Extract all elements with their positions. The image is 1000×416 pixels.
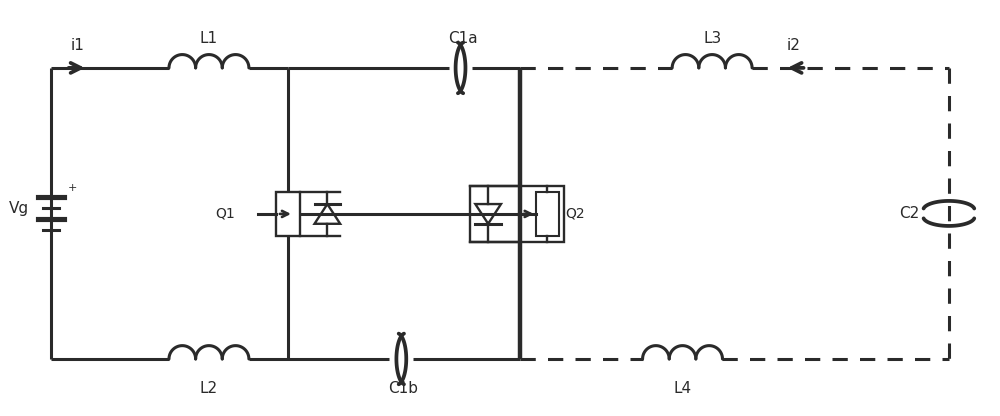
Text: +: + (68, 183, 77, 193)
Bar (536, 192, 559, 235)
Text: i2: i2 (787, 38, 800, 53)
Text: L4: L4 (673, 381, 692, 396)
Text: Q1: Q1 (215, 207, 235, 221)
Text: L3: L3 (703, 31, 721, 46)
Bar (470, 186, 564, 242)
Text: L1: L1 (200, 31, 218, 46)
Text: C1b: C1b (388, 381, 418, 396)
Text: Q2: Q2 (565, 207, 585, 221)
Bar (276, 192, 300, 235)
Text: C1a: C1a (448, 31, 477, 46)
Text: L2: L2 (200, 381, 218, 396)
Text: Vg: Vg (9, 201, 29, 216)
Text: i1: i1 (71, 38, 85, 53)
Text: C2: C2 (899, 206, 919, 221)
